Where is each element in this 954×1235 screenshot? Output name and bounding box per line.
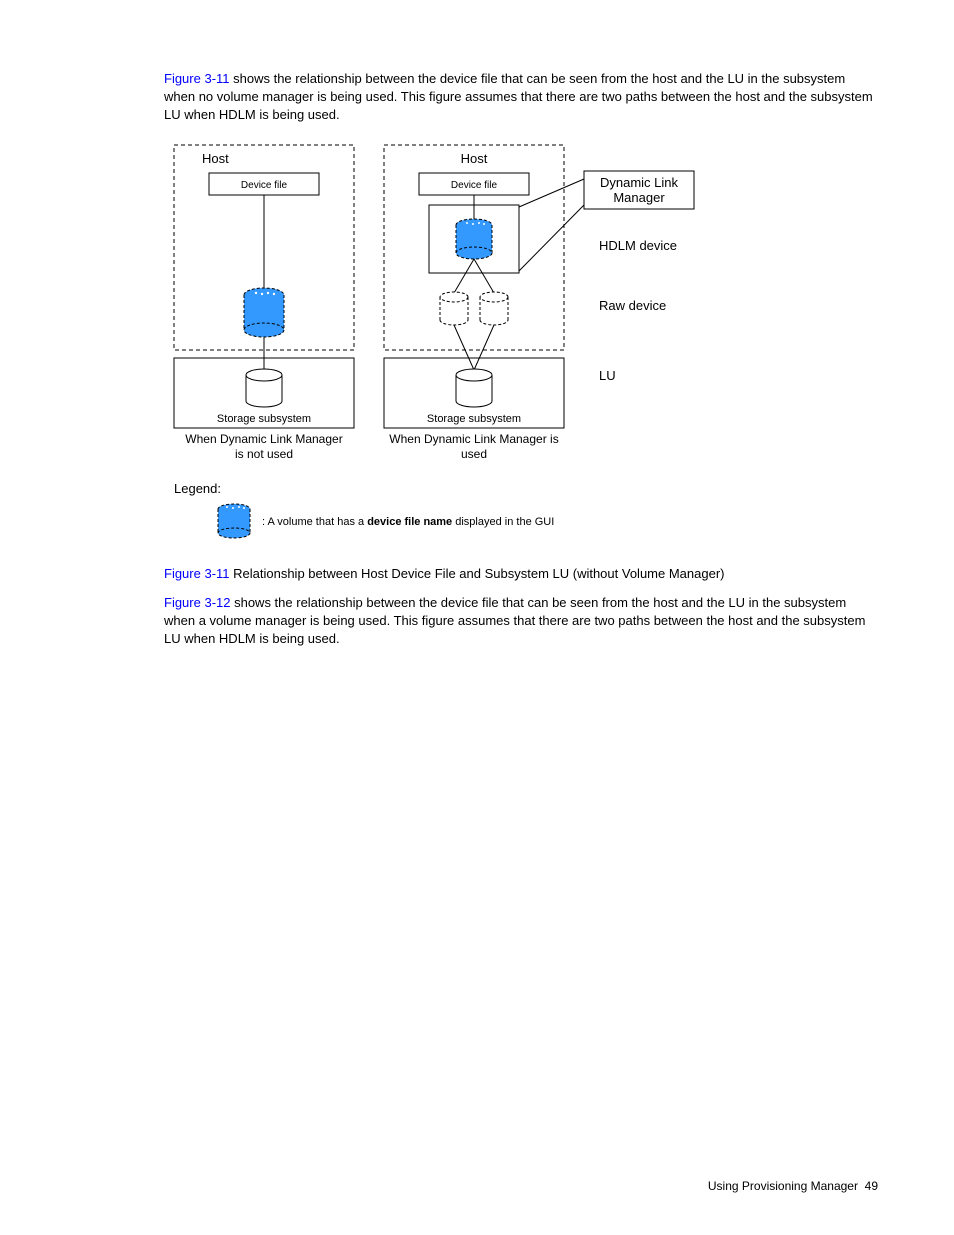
legend-title: Legend: xyxy=(174,481,221,496)
hdlm-device-label: HDLM device xyxy=(599,238,677,253)
right-storage-label: Storage subsystem xyxy=(427,413,521,425)
intro-paragraph-1: Figure 3-11 shows the relationship betwe… xyxy=(76,70,878,125)
legend-cylinder-icon xyxy=(218,504,250,538)
raw-device-right xyxy=(480,292,508,325)
left-device-file-label: Device file xyxy=(241,180,288,191)
para1-text: shows the relationship between the devic… xyxy=(164,71,873,122)
page-footer: Using Provisioning Manager 49 xyxy=(708,1179,878,1193)
right-device-file-label: Device file xyxy=(451,180,498,191)
left-lu-cylinder xyxy=(246,369,282,407)
left-storage-label: Storage subsystem xyxy=(217,413,311,425)
intro-paragraph-2: Figure 3-12 shows the relationship betwe… xyxy=(76,594,878,649)
footer-text: Using Provisioning Manager xyxy=(708,1179,858,1193)
right-lu-cylinder xyxy=(456,369,492,407)
dlm-label-1: Dynamic Link xyxy=(600,175,679,190)
figure-3-11-caption: Figure 3-11 Relationship between Host De… xyxy=(76,566,878,581)
left-caption-2: is not used xyxy=(235,447,293,461)
lu-label: LU xyxy=(599,368,616,383)
left-caption-1: When Dynamic Link Manager xyxy=(185,432,342,446)
figure-caption-text-1: Relationship between Host Device File an… xyxy=(230,566,725,581)
left-volume-cylinder xyxy=(244,288,284,337)
legend-text: : A volume that has a device file name d… xyxy=(262,516,554,528)
footer-page-number: 49 xyxy=(865,1179,878,1193)
figure-link-3-11[interactable]: Figure 3-11 xyxy=(164,71,230,86)
figure-link-3-12[interactable]: Figure 3-12 xyxy=(164,595,230,610)
right-caption-1: When Dynamic Link Manager is xyxy=(389,432,558,446)
dlm-label-2: Manager xyxy=(613,190,665,205)
raw-device-left xyxy=(440,292,468,325)
right-host-label: Host xyxy=(461,151,488,166)
right-caption-2: used xyxy=(461,447,487,461)
left-host-label: Host xyxy=(202,151,229,166)
figure-caption-link-3-11: Figure 3-11 xyxy=(164,566,230,581)
raw-device-label: Raw device xyxy=(599,298,666,313)
para2-text: shows the relationship between the devic… xyxy=(164,595,865,646)
figure-3-11-diagram: Host Device file xyxy=(164,135,878,558)
hdlm-device-cylinder xyxy=(456,219,492,259)
